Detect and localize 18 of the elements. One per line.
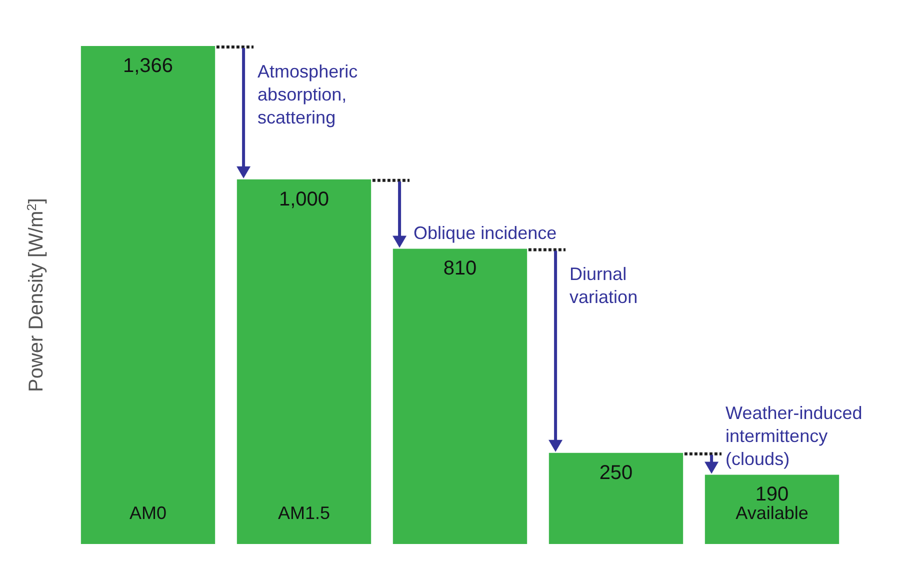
x-tick-label: AM0: [129, 503, 167, 523]
bar: [80, 46, 216, 544]
bar: [704, 474, 840, 544]
annotation: Oblique incidence: [414, 223, 557, 244]
data-label: 1,366: [122, 55, 174, 77]
data-label: 190: [755, 484, 789, 506]
x-tick-label: AM1.5: [278, 503, 330, 523]
annotation: Weather-induced intermittency (clouds): [726, 403, 868, 470]
x-tick-label: Available: [736, 503, 808, 523]
data-label: 810: [443, 258, 477, 280]
bar: [392, 248, 528, 544]
data-label: 250: [599, 462, 633, 484]
data-label: 1,000: [278, 188, 330, 210]
bar: [548, 452, 684, 544]
bar: [236, 179, 372, 544]
annotation: Atmospheric absorption, scattering: [258, 62, 363, 128]
y-axis-title: Power Density [W/m2]: [24, 198, 48, 392]
annotation: Diurnal variation: [570, 264, 638, 308]
